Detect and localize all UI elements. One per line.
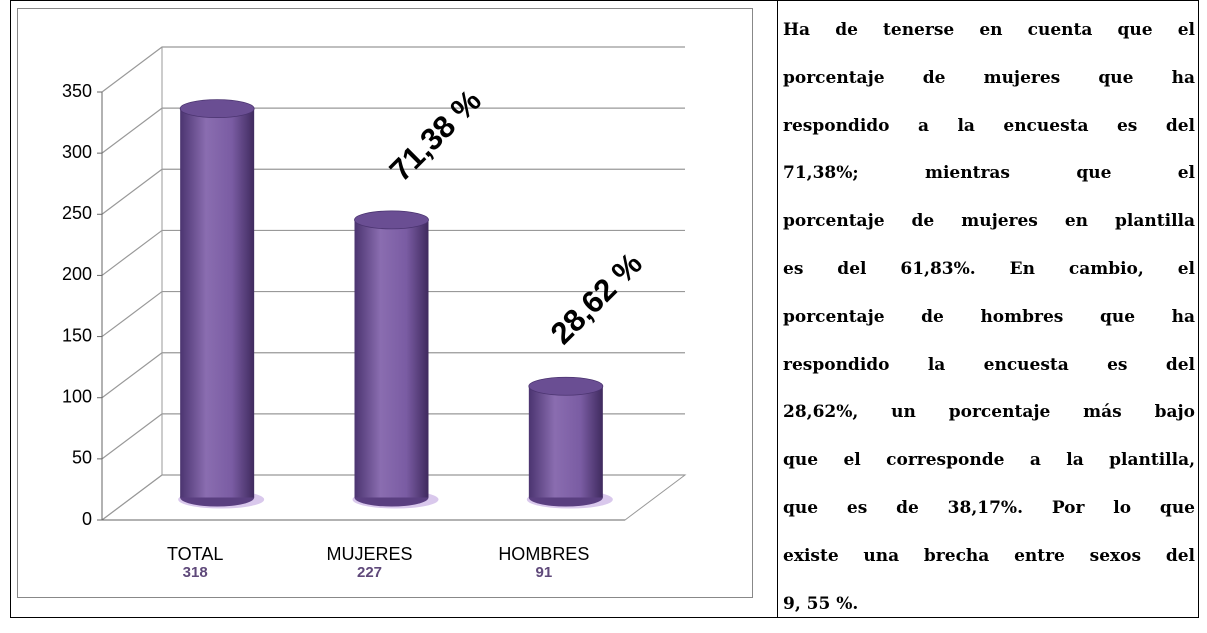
text-line: porcentaje de mujeres que ha [783,67,1195,88]
value-label: 318 [183,564,208,581]
text-line: porcentaje de hombres que ha [783,306,1195,327]
text-line: que el corresponde a la plantilla, [783,450,1195,471]
text-column: Ha de tenerse en cuenta que el porcentaje… [783,12,1195,633]
y-tick-label: 100 [62,386,92,406]
value-label: 91 [535,564,552,581]
y-tick-label: 150 [62,325,92,345]
bar-top [528,376,604,396]
y-tick-label: 50 [72,448,92,468]
y-tick-label: 0 [82,509,92,529]
text-line: porcentaje de mujeres en plantilla [783,211,1195,232]
grid-line [101,46,685,93]
bar [528,386,603,498]
text-line: respondido la encuesta es del [783,354,1195,375]
chart-box [17,8,753,598]
column-divider [777,0,778,618]
table-frame [10,0,1199,618]
annotation: 28,62 % [544,246,649,351]
x-tick-label: MUJERES [326,544,412,564]
value-label: 227 [357,564,382,581]
y-tick-label: 200 [62,264,92,284]
y-tick-label: 250 [62,203,92,223]
x-tick-label: TOTAL [167,544,223,564]
text-line: que es de 38,17%. Por lo que [783,497,1195,518]
x-tick-label: HOMBRES [498,544,589,564]
text-line: 9, 55 %. [783,593,859,614]
text-line: es del 61,83%. En cambio, el [783,258,1195,279]
y-tick-label: 350 [62,81,92,101]
text-line: respondido a la encuesta es del [783,115,1195,136]
text-line: 28,62%, un porcentaje más bajo [783,402,1195,423]
bar-top [179,99,255,119]
y-tick-label: 300 [62,142,92,162]
text-line: Ha de tenerse en cuenta que el [783,20,1195,40]
text-line: existe una brecha entre sexos del [783,545,1195,566]
text-line: 71,38%; mientras que el [783,163,1195,184]
bar-top [354,210,429,230]
bar [354,219,429,498]
annotation: 71,38 % [383,83,488,188]
bar [180,108,255,498]
